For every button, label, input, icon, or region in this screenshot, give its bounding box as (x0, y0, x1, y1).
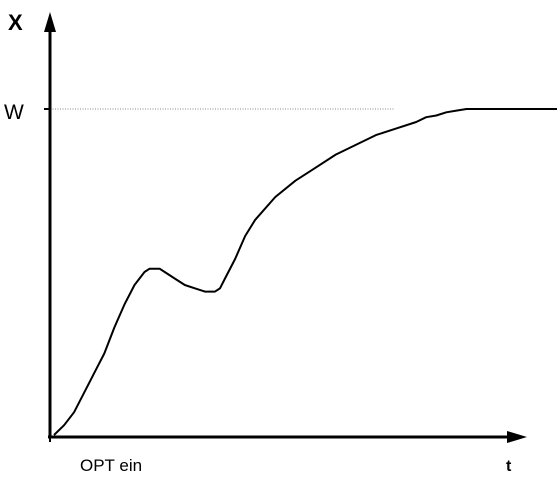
x-axis-arrow (507, 431, 527, 443)
event-label: OPT ein (80, 456, 143, 475)
y-axis-arrow (44, 12, 56, 32)
setpoint-label: W (4, 101, 24, 124)
y-axis-label: X (8, 10, 23, 35)
response-curve (53, 108, 557, 436)
x-axis-label: t (506, 458, 512, 475)
